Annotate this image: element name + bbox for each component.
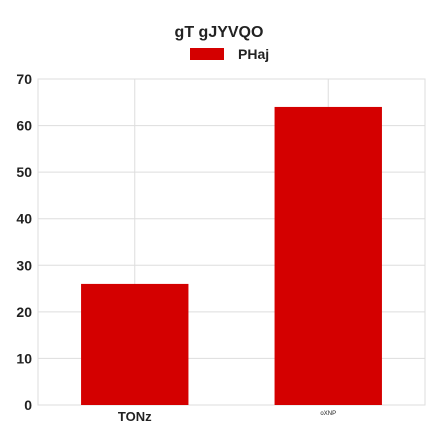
x-tick-label: oXNP (320, 411, 336, 417)
bar (274, 106, 382, 405)
y-tick-label: 50 (16, 164, 32, 180)
y-tick-label: 40 (16, 211, 32, 227)
legend-label-phaj: PHaj (238, 46, 270, 62)
plot-border (37, 78, 426, 406)
x-tick-label: TONz (118, 409, 152, 424)
chart-title: gT gJYVQO (174, 24, 264, 41)
y-tick-label: 60 (16, 118, 32, 134)
y-tick-label: 30 (16, 257, 32, 273)
bar (81, 283, 189, 405)
legend-swatch-phaj (190, 48, 224, 60)
y-tick-label: 70 (16, 71, 32, 87)
y-tick-label: 0 (24, 397, 32, 413)
legend: PHaj (190, 44, 269, 64)
y-tick-label: 20 (16, 304, 32, 320)
y-tick-label: 10 (16, 350, 32, 366)
